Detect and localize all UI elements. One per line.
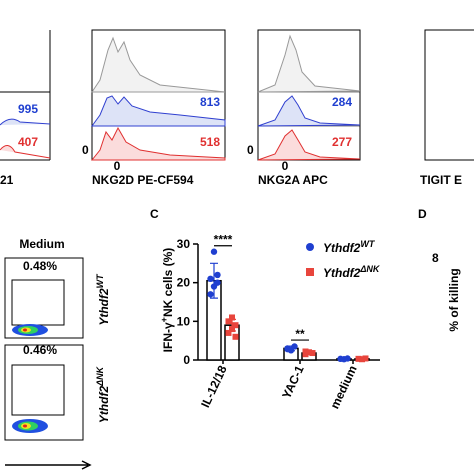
x-tick-label: medium [328, 363, 360, 411]
hist-gray [91, 36, 226, 93]
legend-sup: WT [360, 239, 375, 249]
panel-letter: D [418, 207, 427, 221]
histogram-panel: TIGIT E [420, 29, 474, 187]
density [23, 424, 27, 428]
axis-label: 21 [0, 173, 14, 187]
hist-red [90, 126, 226, 161]
x-tick: 0 [282, 159, 289, 173]
y-tick-label: 10 [177, 314, 191, 328]
row-label: Ythdf2ΔNK [95, 365, 111, 423]
y-tick-label: 30 [177, 237, 191, 251]
flow-plot: 0.48% Ythdf2WT [4, 257, 111, 339]
hist-red [257, 129, 361, 161]
frame [0, 30, 51, 161]
flow-plot: 0.46% Ythdf2ΔNK [4, 343, 111, 441]
hist-red [0, 145, 51, 159]
legend-sup: ΔNK [359, 264, 381, 274]
flow-title: Medium [19, 237, 64, 251]
error-bar [210, 262, 218, 299]
legend-name: Ythdf2 [323, 241, 361, 255]
data-point [229, 326, 235, 333]
y-zero: 0 [82, 143, 89, 157]
axis-label: TIGIT E [420, 173, 462, 187]
frame [4, 344, 84, 441]
data-point [309, 350, 316, 357]
mfi-red: 518 [200, 135, 220, 149]
y-zero: 0 [247, 143, 254, 157]
data-point [225, 329, 232, 336]
y-tick-label: 8 [432, 251, 439, 265]
hist-gray [257, 34, 361, 93]
data-point [229, 314, 235, 321]
gate-percent: 0.46% [23, 343, 57, 357]
data-point [302, 348, 309, 355]
histogram-panel: 813 518 0 0 NKG2D PE-CF594 [82, 29, 226, 187]
mfi-blue: 284 [332, 95, 352, 109]
legend-marker [306, 268, 314, 276]
mfi-red: 277 [332, 135, 352, 149]
legend-label: Ythdf2WT [323, 239, 376, 255]
data-point [232, 322, 239, 329]
mfi-blue: 813 [200, 95, 220, 109]
data-point [225, 318, 232, 325]
axis-label: NKG2D PE-CF594 [92, 173, 194, 187]
density [23, 328, 27, 332]
frame [4, 257, 84, 339]
mfi-red: 407 [18, 135, 38, 149]
significance-label: **** [214, 233, 233, 247]
data-point [306, 349, 312, 356]
data-point [214, 271, 221, 279]
data-point [284, 345, 291, 353]
axis-arrow [5, 460, 92, 470]
mfi-blue: 995 [18, 102, 38, 116]
data-point [207, 291, 214, 298]
frame [424, 29, 474, 161]
y-axis-label: IFN-γ+NK cells (%) [159, 248, 175, 353]
legend-name: Ythdf2 [323, 266, 361, 280]
axis-label: NKG2A APC [258, 173, 328, 187]
data-point [355, 355, 362, 362]
gate [11, 364, 65, 416]
data-point [214, 279, 221, 286]
x-tick-label: YAC-1 [279, 363, 307, 401]
x-tick: 0 [114, 159, 121, 173]
gate-percent: 0.48% [23, 259, 57, 273]
x-tick-label: IL-12/18 [198, 363, 230, 410]
data-point [232, 333, 239, 340]
y-axis-label: % of killing [447, 268, 461, 331]
legend-marker [306, 243, 314, 251]
hist-blue [0, 118, 51, 126]
histogram-panel: 995 407 21 [0, 30, 51, 187]
hist-blue [257, 95, 361, 127]
y-tick-label: 0 [183, 353, 190, 367]
row-label: Ythdf2WT [95, 273, 111, 326]
data-point [344, 355, 351, 362]
data-point [359, 356, 365, 363]
panel-letter: C [150, 207, 159, 221]
data-point [210, 248, 218, 255]
data-point [291, 343, 298, 350]
data-point [207, 275, 214, 282]
hist-blue [91, 95, 226, 127]
data-point [362, 355, 369, 362]
y-tick-label: 20 [177, 276, 191, 290]
legend-label: Ythdf2ΔNK [323, 264, 381, 280]
significance-label: ** [295, 327, 305, 341]
histogram-panel: 284 277 0 0 NKG2A APC [247, 29, 361, 187]
gate [11, 279, 65, 326]
